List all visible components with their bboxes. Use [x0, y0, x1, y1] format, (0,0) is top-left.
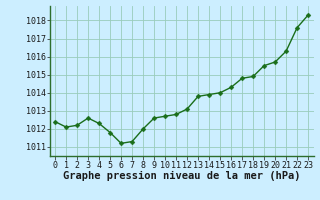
X-axis label: Graphe pression niveau de la mer (hPa): Graphe pression niveau de la mer (hPa): [63, 171, 300, 181]
